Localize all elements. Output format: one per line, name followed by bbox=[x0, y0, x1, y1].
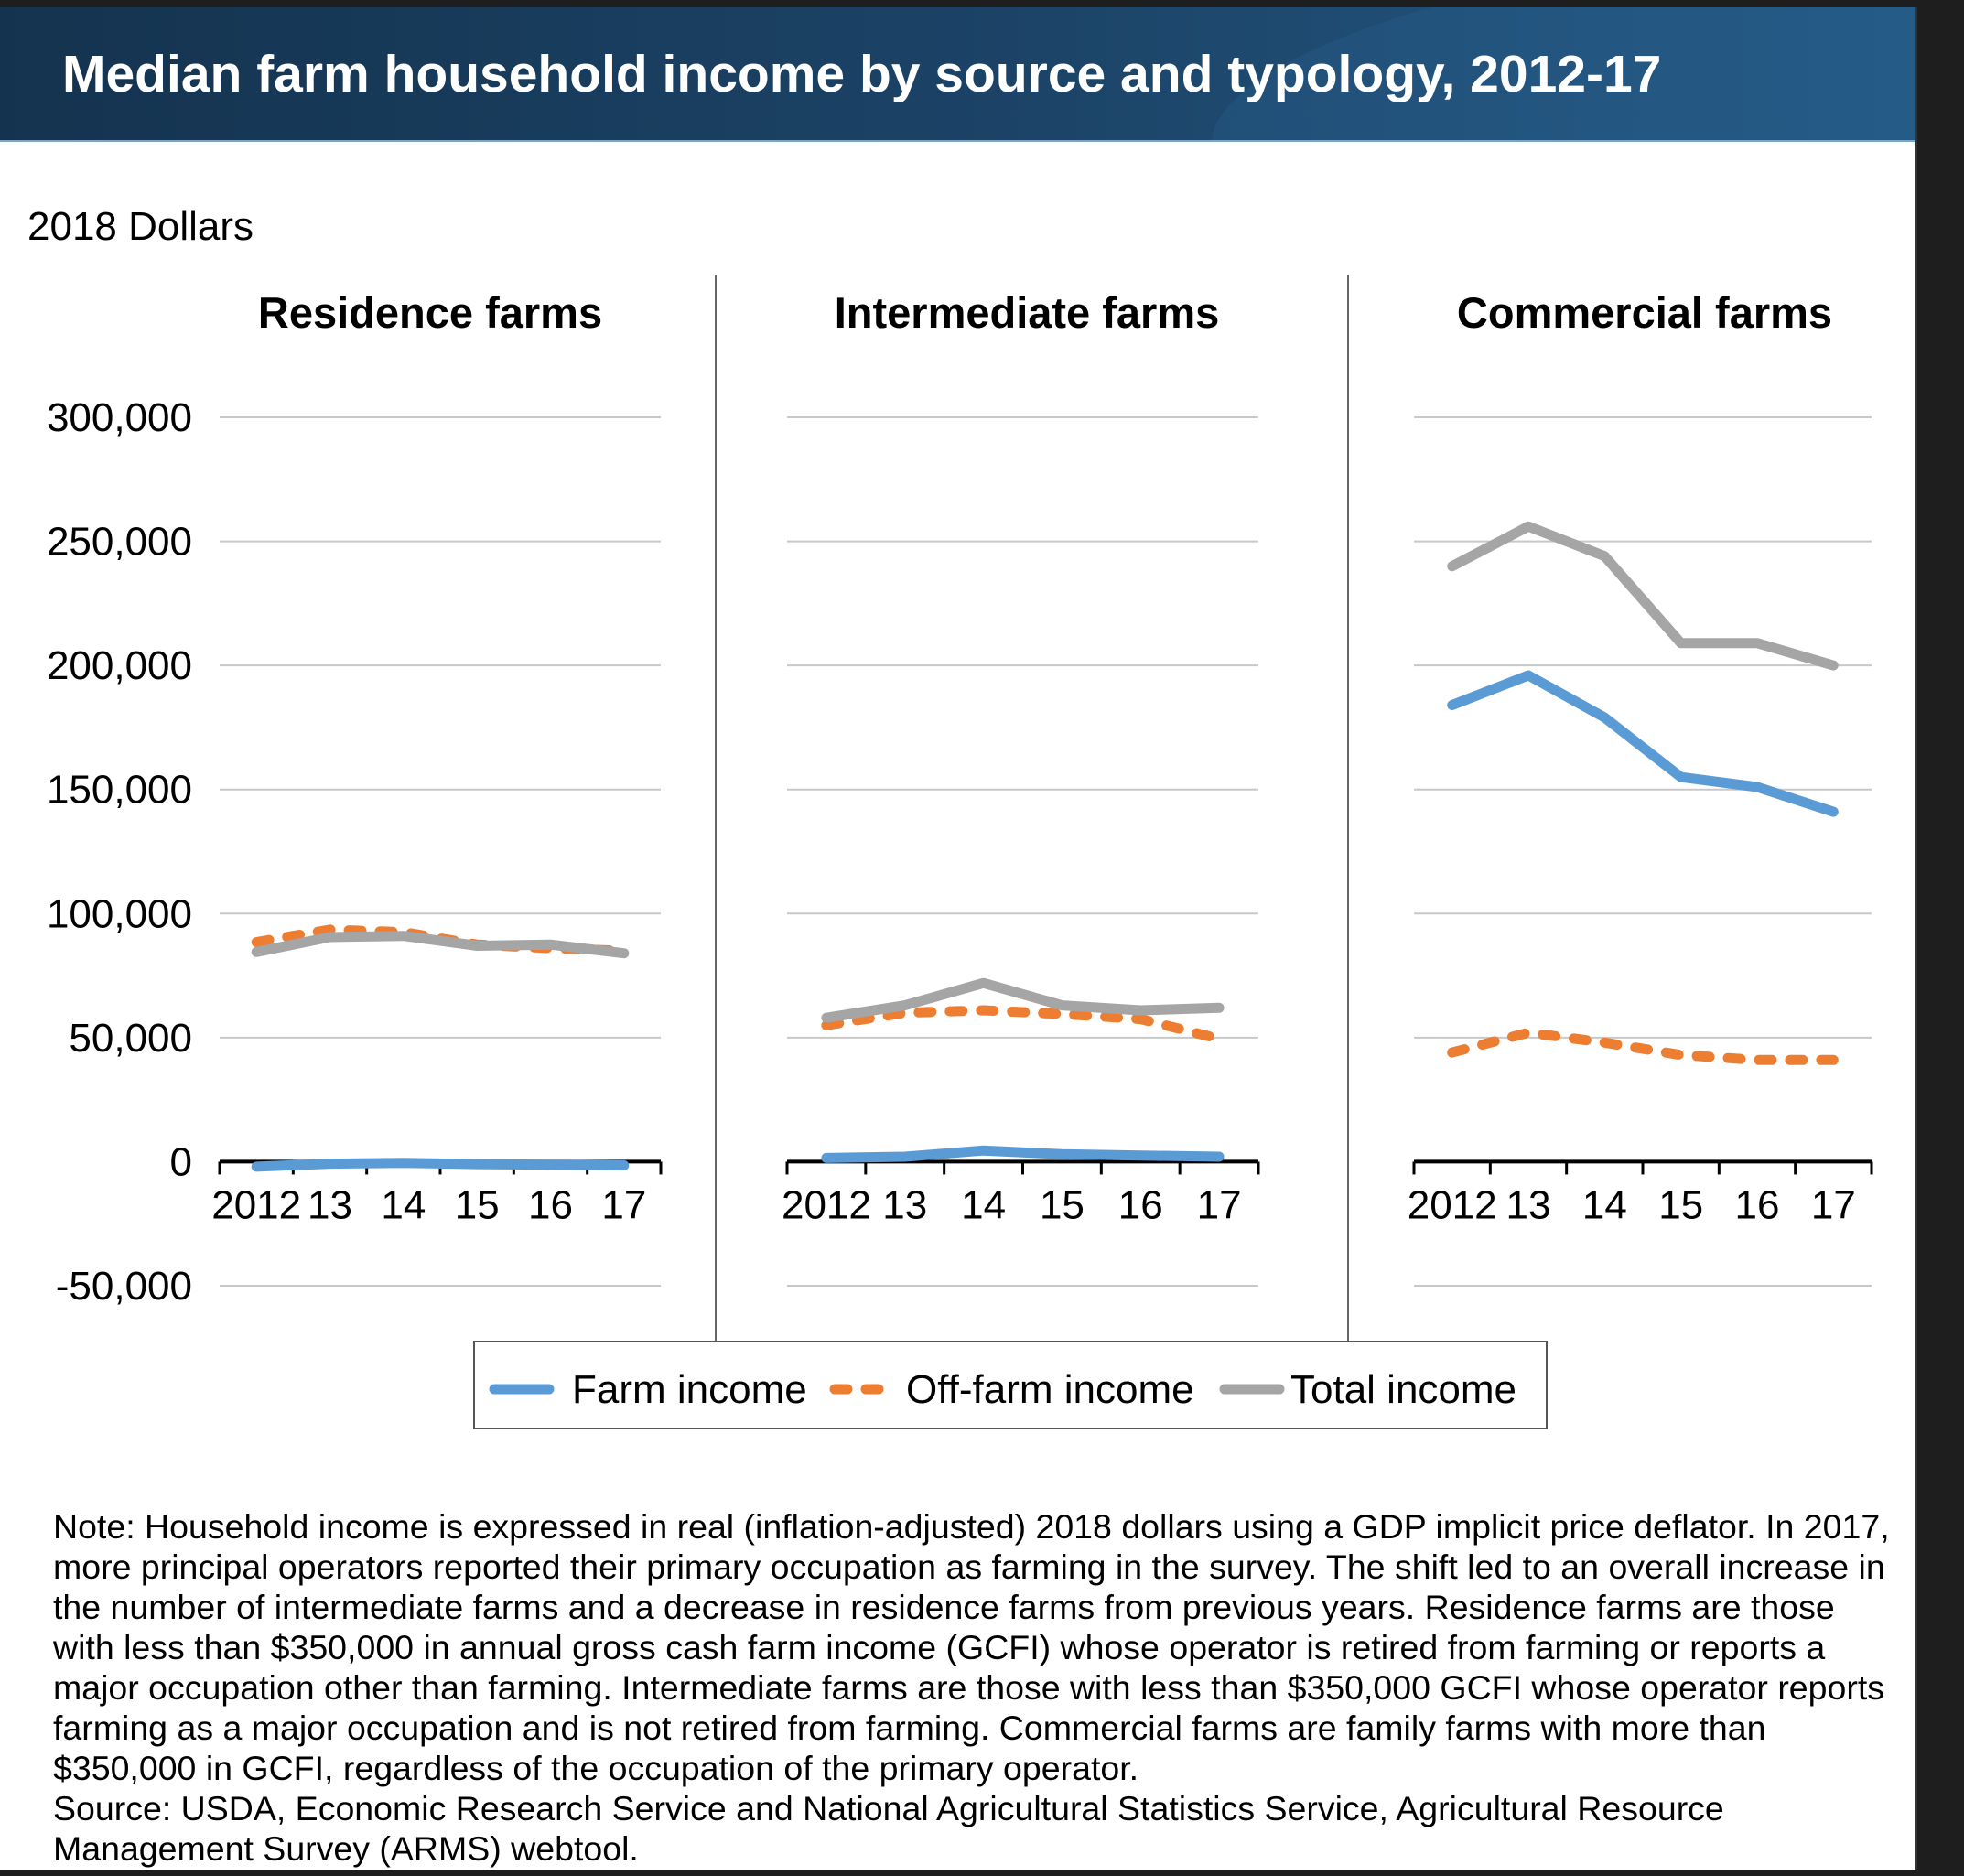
footnote: Note: Household income is expressed in r… bbox=[53, 1506, 1893, 1869]
y-tick-label: 50,000 bbox=[69, 1016, 192, 1061]
x-tick-label: 14 bbox=[381, 1182, 426, 1227]
y-tick-label: 300,000 bbox=[47, 395, 192, 440]
x-tick-label: 2012 bbox=[211, 1182, 301, 1227]
series-line-off-farm-income bbox=[1447, 1027, 1839, 1065]
x-tick-label: 13 bbox=[882, 1182, 927, 1227]
legend-label: Farm income bbox=[572, 1367, 807, 1412]
x-tick-label: 15 bbox=[1658, 1182, 1703, 1227]
x-tick-label: 14 bbox=[1582, 1182, 1627, 1227]
series-line-farm-income bbox=[251, 1158, 630, 1172]
x-tick-label: 13 bbox=[308, 1182, 352, 1227]
panel-title: Residence farms bbox=[258, 288, 602, 337]
series-line-total-income bbox=[1447, 521, 1839, 671]
chart-title: Median farm household income by source a… bbox=[62, 45, 1662, 103]
y-tick-label: 100,000 bbox=[47, 891, 192, 936]
x-tick-label: 15 bbox=[455, 1182, 500, 1227]
x-tick-label: 13 bbox=[1506, 1182, 1551, 1227]
source-text: Source: USDA, Economic Research Service … bbox=[53, 1789, 1724, 1868]
y-tick-label: -50,000 bbox=[56, 1264, 192, 1309]
x-tick-label: 16 bbox=[528, 1182, 573, 1227]
series-line-total-income bbox=[821, 977, 1225, 1023]
x-tick-label: 14 bbox=[961, 1182, 1006, 1227]
series-line-farm-income bbox=[1447, 670, 1839, 817]
y-tick-label: 250,000 bbox=[47, 520, 192, 565]
panel-title: Commercial farms bbox=[1457, 288, 1832, 337]
x-tick-label: 16 bbox=[1735, 1182, 1780, 1227]
note-text: Note: Household income is expressed in r… bbox=[53, 1507, 1890, 1787]
x-tick-label: 16 bbox=[1118, 1182, 1163, 1227]
x-tick-label: 17 bbox=[601, 1182, 646, 1227]
panel-title: Intermediate farms bbox=[835, 288, 1220, 337]
x-tick-label: 17 bbox=[1811, 1182, 1856, 1227]
chart-svg: 300,000 250,000 200,000 150,000 100,000 50,00… bbox=[47, 275, 1873, 1429]
legend-label: Off-farm income bbox=[906, 1367, 1194, 1412]
x-tick-label: 2012 bbox=[1408, 1182, 1497, 1227]
series-line-total-income bbox=[251, 931, 630, 959]
title-banner: Median farm household income by source a… bbox=[0, 7, 1915, 142]
x-tick-label: 15 bbox=[1040, 1182, 1085, 1227]
y-tick-label: 150,000 bbox=[47, 768, 192, 813]
x-tick-label: 2012 bbox=[782, 1182, 871, 1227]
y-tick-label: 200,000 bbox=[47, 643, 192, 688]
series-line-farm-income bbox=[821, 1145, 1225, 1163]
series-line-off-farm-income bbox=[821, 1005, 1225, 1044]
legend-box bbox=[473, 1341, 1548, 1429]
y-axis-unit-label: 2018 Dollars bbox=[27, 204, 254, 249]
y-tick-label: 0 bbox=[170, 1139, 192, 1184]
chart-frame: Median farm household income by source a… bbox=[0, 7, 1917, 1870]
legend-label: Total income bbox=[1290, 1367, 1516, 1412]
x-tick-label: 17 bbox=[1197, 1182, 1242, 1227]
